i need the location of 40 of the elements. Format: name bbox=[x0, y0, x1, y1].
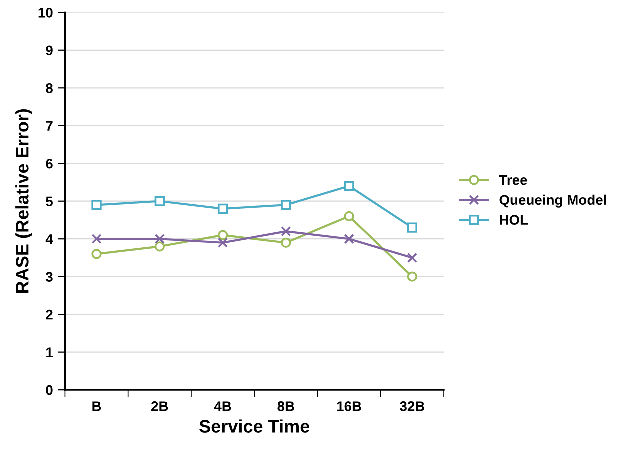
x-tick-label: 16B bbox=[337, 402, 362, 412]
point bbox=[407, 252, 418, 264]
y-tick-label: 10 bbox=[38, 8, 53, 18]
y-tick-label: 5 bbox=[46, 196, 54, 207]
x-tick-label: B bbox=[92, 402, 102, 412]
y-tick-label: 7 bbox=[46, 121, 53, 131]
point bbox=[281, 226, 292, 237]
point bbox=[92, 249, 102, 260]
y-tick-label: 9 bbox=[46, 46, 53, 56]
point bbox=[281, 200, 292, 210]
point bbox=[92, 234, 102, 244]
legend-label: HOL bbox=[500, 215, 528, 226]
y-tick-label: 2 bbox=[46, 310, 53, 320]
point bbox=[218, 230, 228, 240]
y-axis-title: RASE (Relative Error) bbox=[16, 109, 32, 293]
point bbox=[92, 200, 102, 210]
point bbox=[154, 234, 165, 244]
x-tick-label: 32B bbox=[400, 402, 425, 412]
x-axis-title: Service Time bbox=[200, 420, 310, 433]
point bbox=[281, 238, 292, 248]
point bbox=[218, 204, 228, 214]
point bbox=[154, 242, 165, 252]
legend-label: Queueing Model bbox=[500, 194, 606, 208]
y-tick-label: 0 bbox=[46, 385, 53, 396]
x-tick-label: 8B bbox=[278, 402, 294, 412]
y-tick-label: 4 bbox=[46, 234, 54, 244]
y-tick-label: 6 bbox=[46, 158, 53, 169]
x-tick-label: 4B bbox=[214, 402, 232, 412]
y-tick-label: 3 bbox=[46, 272, 53, 282]
point bbox=[407, 272, 418, 282]
point bbox=[344, 181, 354, 192]
point bbox=[407, 222, 418, 233]
y-tick-label: 8 bbox=[46, 83, 53, 94]
x-tick-label: 2B bbox=[152, 402, 168, 412]
y-tick-label: 1 bbox=[46, 348, 54, 358]
point bbox=[344, 234, 354, 244]
point bbox=[154, 196, 165, 206]
legend-label: Tree bbox=[499, 175, 528, 186]
point bbox=[218, 238, 228, 248]
point bbox=[344, 211, 354, 222]
